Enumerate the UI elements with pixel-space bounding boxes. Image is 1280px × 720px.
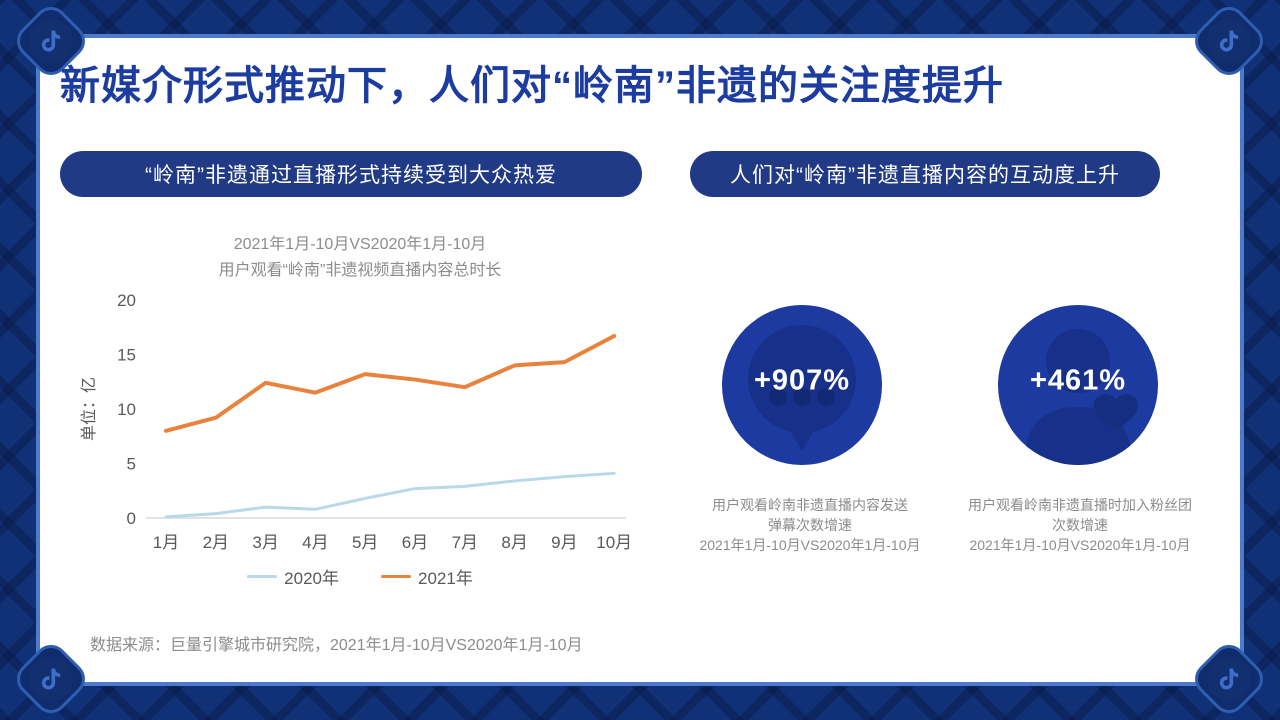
svg-text:8月: 8月 (501, 533, 527, 552)
svg-text:10月: 10月 (596, 533, 632, 552)
svg-text:10: 10 (117, 400, 136, 419)
douyin-note-icon (1219, 30, 1239, 52)
stat-circle-danmaku: +907% (722, 305, 882, 465)
legend-item-2021: 2021年 (381, 564, 473, 589)
chart-title-line2: 用户观看“岭南”非遗视频直播内容总时长 (218, 262, 502, 279)
data-source-note: 数据来源：巨量引擎城市研究院，2021年1月-10月VS2020年1月-10月 (90, 637, 583, 654)
chart-title: 2021年1月-10月VS2020年1月-10月 用户观看“岭南”非遗视频直播内… (80, 232, 640, 284)
svg-text:4月: 4月 (302, 533, 328, 552)
legend-swatch-2021 (381, 575, 411, 578)
douyin-note-icon (41, 668, 61, 690)
caption-line: 2021年1月-10月VS2020年1月-10月 (699, 537, 921, 553)
svg-text:5月: 5月 (352, 533, 378, 552)
page-title: 新媒介形式推动下，人们对“岭南”非遗的关注度提升 (60, 64, 1004, 108)
svg-text:7月: 7月 (452, 533, 478, 552)
badge-circle (1207, 19, 1251, 63)
caption-line: 用户观看岭南非遗直播时加入粉丝团 (968, 497, 1192, 513)
legend-label-2020: 2020年 (284, 569, 339, 588)
stat-circle-fanclub: +461% (998, 305, 1158, 465)
user-heart-icon (1024, 329, 1138, 465)
svg-text:0: 0 (127, 509, 136, 528)
badge-circle (29, 19, 73, 63)
douyin-note-icon (1219, 668, 1239, 690)
svg-text:单位：亿: 单位：亿 (80, 377, 98, 441)
badge-circle (1207, 657, 1251, 701)
live-duration-line-chart: 0 5 10 15 20 单位：亿 1月 2月 3月 4月 5月 6月 7月 8月 9月 10月 (78, 286, 638, 566)
chart-legend: 2020年 2021年 (80, 564, 640, 589)
legend-swatch-2020 (247, 575, 278, 578)
comment-bubble-icon (748, 325, 856, 451)
svg-text:1月: 1月 (153, 533, 179, 552)
line-chart-svg: 0 5 10 15 20 单位：亿 1月 2月 3月 4月 5月 6月 7月 8月 9月 10月 (80, 291, 632, 552)
caption-line: 2021年1月-10月VS2020年1月-10月 (969, 537, 1191, 553)
stat-caption-fanclub: 用户观看岭南非遗直播时加入粉丝团 次数增速 2021年1月-10月VS2020年… (940, 495, 1220, 555)
stat-value-fanclub: +461% (1029, 364, 1127, 397)
svg-text:6月: 6月 (402, 533, 428, 552)
badge-circle (29, 657, 73, 701)
caption-line: 弹幕次数增速 (768, 517, 852, 533)
svg-text:20: 20 (117, 291, 136, 310)
douyin-note-icon (41, 30, 61, 52)
douyin-logo-badge-bottom-left (9, 637, 93, 720)
svg-text:5: 5 (127, 455, 136, 474)
legend-label-2021: 2021年 (418, 569, 473, 588)
caption-line: 用户观看岭南非遗直播内容发送 (712, 497, 908, 513)
stat-value-danmaku: +907% (753, 364, 851, 397)
svg-text:2月: 2月 (203, 533, 229, 552)
chart-title-line1: 2021年1月-10月VS2020年1月-10月 (233, 236, 487, 253)
right-section-header: 人们对“岭南”非遗直播内容的互动度上升 (690, 151, 1160, 197)
stat-caption-danmaku: 用户观看岭南非遗直播内容发送 弹幕次数增速 2021年1月-10月VS2020年… (662, 495, 958, 555)
svg-text:3月: 3月 (252, 533, 278, 552)
douyin-logo-badge-top-left (9, 0, 93, 83)
left-section-header: “岭南”非遗通过直播形式持续受到大众热爱 (60, 151, 642, 197)
douyin-logo-badge-bottom-right (1187, 637, 1271, 720)
legend-item-2020: 2020年 (247, 564, 339, 589)
douyin-logo-badge-top-right (1187, 0, 1271, 83)
svg-text:9月: 9月 (551, 533, 577, 552)
svg-text:15: 15 (117, 346, 136, 365)
caption-line: 次数增速 (1052, 517, 1108, 533)
